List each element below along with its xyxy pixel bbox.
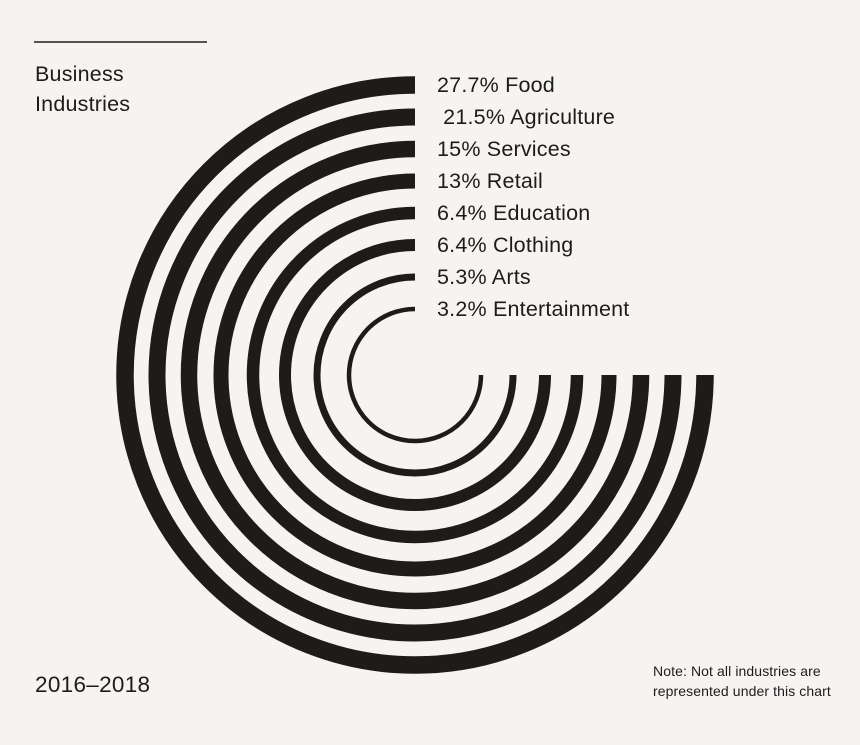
arc-retail (213, 173, 617, 577)
arc-agriculture (148, 108, 682, 642)
title-rule (34, 41, 207, 43)
footnote-line2: represented under this chart (653, 682, 831, 699)
arc-entertainment (346, 306, 484, 444)
page-title-line1: Business (35, 62, 124, 86)
arc-education (246, 206, 584, 544)
arc-services (180, 140, 650, 610)
page-title-line2: Industries (35, 92, 131, 116)
page-title: Business Industries (35, 59, 130, 119)
arc-clothing (279, 239, 551, 511)
footnote: Note: Not all industries are represented… (653, 662, 831, 701)
arc-food (116, 76, 714, 674)
arc-arts (313, 273, 517, 477)
footnote-line1: Note: Not all industries are (653, 663, 821, 679)
period-label: 2016–2018 (35, 672, 151, 697)
